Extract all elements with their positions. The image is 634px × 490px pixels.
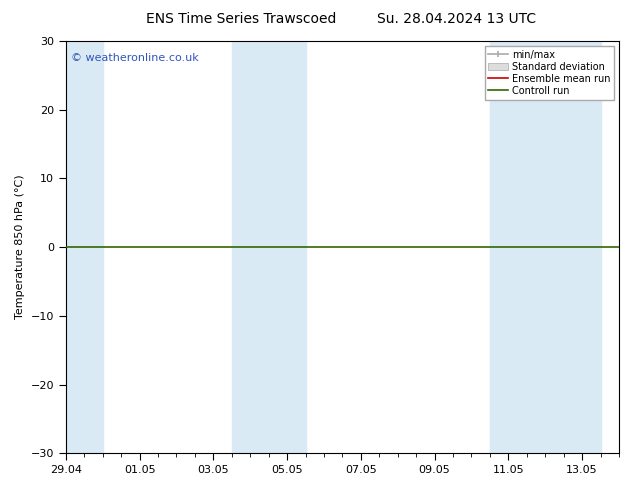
- Text: Su. 28.04.2024 13 UTC: Su. 28.04.2024 13 UTC: [377, 12, 536, 26]
- Text: ENS Time Series Trawscoed: ENS Time Series Trawscoed: [146, 12, 336, 26]
- Bar: [527, 41, 600, 453]
- Bar: [232, 41, 306, 453]
- Bar: [66, 41, 103, 453]
- Legend: min/max, Standard deviation, Ensemble mean run, Controll run: min/max, Standard deviation, Ensemble me…: [484, 46, 614, 99]
- Bar: [490, 41, 527, 453]
- Y-axis label: Temperature 850 hPa (°C): Temperature 850 hPa (°C): [15, 175, 25, 319]
- Text: © weatheronline.co.uk: © weatheronline.co.uk: [72, 53, 199, 63]
